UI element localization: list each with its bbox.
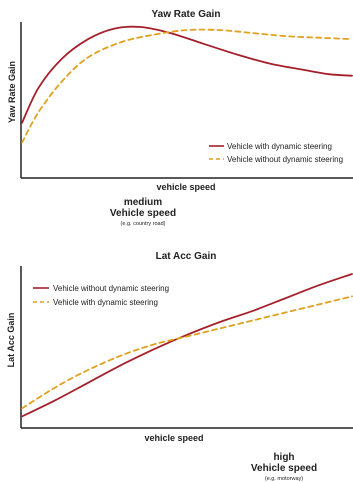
chart1-y-label: Yaw Rate Gain bbox=[7, 61, 17, 123]
chart2-legend-label-2: Vehicle with dynamic steering bbox=[53, 298, 158, 307]
chart1-speed-example: (e.g. country road) bbox=[121, 221, 166, 227]
chart2-title: Lat Acc Gain bbox=[156, 251, 217, 262]
chart2-speed-example: (e.g. motorway) bbox=[265, 476, 303, 482]
chart1-series-line-2 bbox=[21, 28, 353, 144]
chart1-speed-label: Vehicle speed bbox=[110, 208, 176, 219]
chart2-series-line-2 bbox=[21, 295, 353, 410]
chart1-legend-label-1: Vehicle with dynamic steering bbox=[227, 142, 332, 151]
chart1-title: Yaw Rate Gain bbox=[152, 9, 221, 20]
chart2-series-line-1 bbox=[21, 273, 353, 418]
chart1-series-line-1 bbox=[21, 25, 353, 124]
chart2-speed-label: Vehicle speed bbox=[251, 463, 317, 474]
chart2-legend-label-1: Vehicle without dynamic steering bbox=[53, 284, 169, 293]
chart2-x-label: vehicle speed bbox=[144, 433, 203, 443]
chart2-y-label: Lat Acc Gain bbox=[6, 313, 16, 368]
chart2-speed-level: high bbox=[273, 452, 294, 463]
lat-acc-chart: Lat Acc Gain Lat Acc Gain vehicle speed … bbox=[6, 251, 353, 482]
yaw-rate-chart: Yaw Rate Gain Yaw Rate Gain vehicle spee… bbox=[7, 9, 353, 227]
chart1-x-label: vehicle speed bbox=[156, 182, 215, 192]
chart1-legend-label-2: Vehicle without dynamic steering bbox=[227, 155, 343, 164]
chart1-speed-level: medium bbox=[124, 197, 162, 208]
